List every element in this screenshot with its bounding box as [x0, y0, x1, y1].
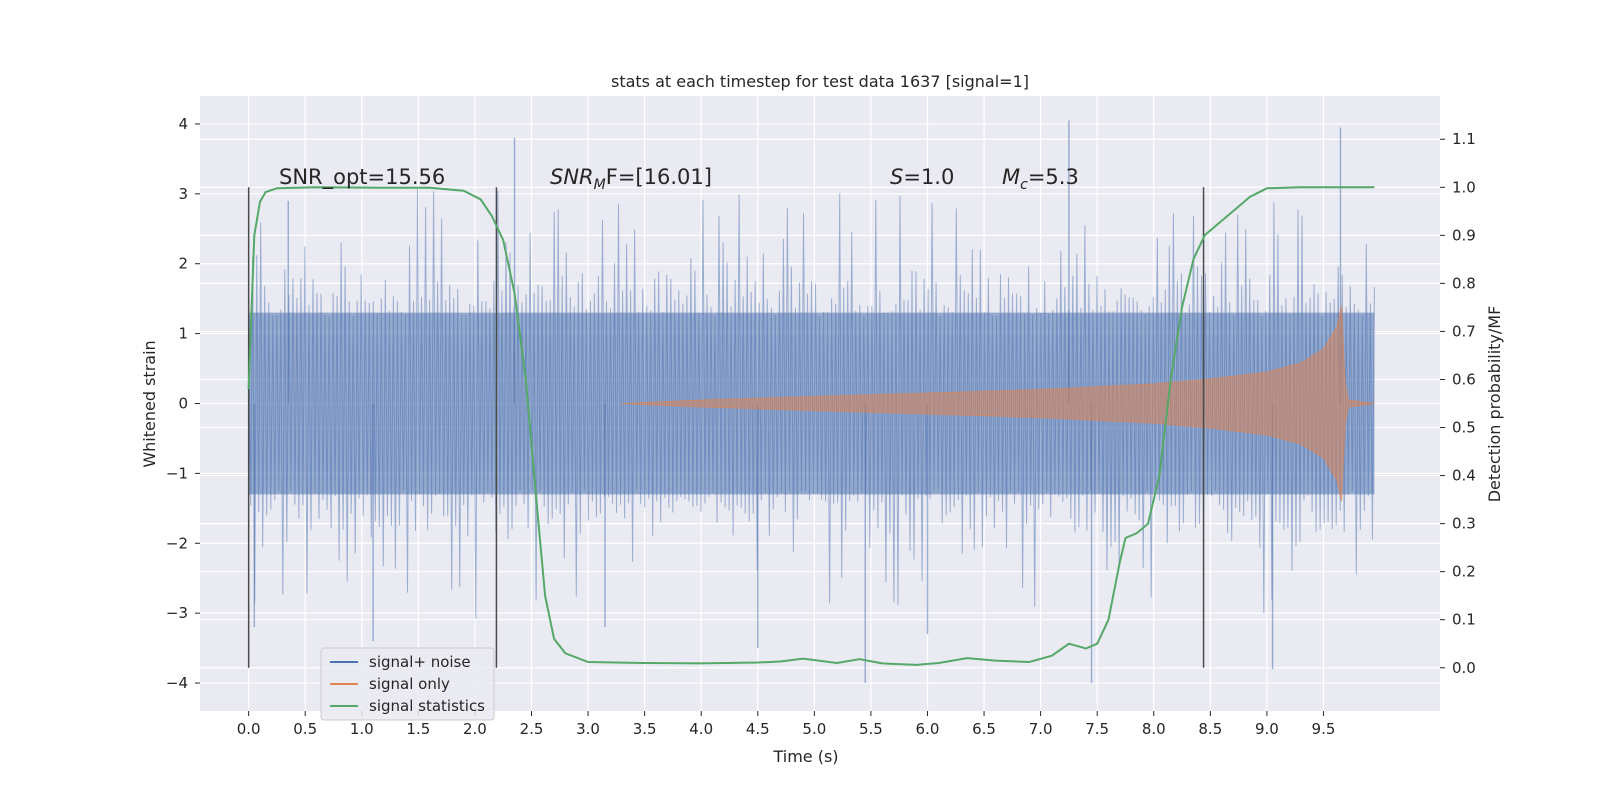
annotation-s-rest: =1.0	[903, 165, 954, 189]
y2-tick-label: 0.0	[1452, 659, 1476, 677]
x-tick-label: 7.5	[1085, 720, 1109, 738]
x-axis-label: Time (s)	[772, 747, 838, 766]
annotation-mc: Mc=5.3	[1002, 165, 1079, 193]
y-tick-label: −3	[166, 604, 188, 622]
x-tick-label: 1.5	[406, 720, 430, 738]
vertical-lines-layer	[247, 187, 1205, 668]
y2-tick-label: 0.4	[1452, 467, 1476, 485]
y-tick-label: 2	[178, 255, 188, 273]
annotation-s: S=1.0	[890, 165, 954, 189]
signal-series-layer	[621, 305, 1375, 502]
y-tick-label: −2	[166, 534, 188, 552]
x-tick-label: 4.0	[689, 720, 713, 738]
y-tick-label: 3	[178, 185, 188, 203]
annotation-snr-opt: SNR_opt=15.56	[279, 165, 445, 190]
legend: signal+ noise signal only signal statist…	[320, 647, 495, 721]
x-tick-label: 3.0	[576, 720, 600, 738]
signal-envelope	[621, 305, 1375, 502]
x-tick-label: 4.5	[746, 720, 770, 738]
x-tick-label: 7.0	[1029, 720, 1053, 738]
x-tick-label: 9.5	[1312, 720, 1336, 738]
y-tick-label: 1	[178, 325, 188, 343]
x-tick-label: 3.5	[633, 720, 657, 738]
annotation-snr-mf-rest: F=[16.01]	[606, 165, 712, 189]
tick-layer: 0.0 0.5 1.0 1.5 2.0 2.5 3.0 3.5 4.0 4.5 5.0 5.5 6.0 6…	[166, 115, 1476, 738]
noise-trace	[248, 188, 1375, 619]
y-tick-label: −1	[166, 464, 188, 482]
annotation-snr-mf: SNRMF=[16.01]	[550, 165, 712, 193]
legend-label-stat: signal statistics	[369, 697, 485, 715]
x-tick-label: 6.0	[916, 720, 940, 738]
y2-tick-label: 1.0	[1452, 178, 1476, 196]
x-tick-label: 5.5	[859, 720, 883, 738]
x-tick-label: 0.0	[237, 720, 261, 738]
y-tick-label: −4	[166, 674, 188, 692]
y2-tick-label: 0.8	[1452, 274, 1476, 292]
x-tick-label: 9.0	[1255, 720, 1279, 738]
y-axis-label: Whitened strain	[140, 340, 159, 467]
x-tick-label: 5.0	[802, 720, 826, 738]
y2-tick-label: 0.9	[1452, 226, 1476, 244]
x-tick-label: 6.5	[972, 720, 996, 738]
x-tick-label: 8.0	[1142, 720, 1166, 738]
statistics-series-layer	[247, 186, 1375, 666]
y-tick-label: 4	[178, 115, 188, 133]
x-tick-label: 0.5	[293, 720, 317, 738]
y2-axis-label: Detection probability/MF	[1485, 306, 1504, 503]
y2-tick-label: 0.3	[1452, 515, 1476, 533]
chart-title: stats at each timestep for test data 163…	[611, 72, 1029, 91]
y2-tick-label: 0.2	[1452, 563, 1476, 581]
y2-tick-label: 0.6	[1452, 370, 1476, 388]
annotation-mc-main: M	[1002, 165, 1020, 189]
y2-tick-label: 0.7	[1452, 322, 1476, 340]
legend-label-noise: signal+ noise	[369, 653, 471, 671]
x-tick-label: 1.0	[350, 720, 374, 738]
y2-tick-label: 0.1	[1452, 611, 1476, 629]
annotation-snr-mf-sub: M	[594, 177, 606, 193]
y2-tick-label: 0.5	[1452, 419, 1476, 437]
x-tick-label: 2.5	[520, 720, 544, 738]
y2-tick-label: 1.1	[1452, 130, 1476, 148]
annotation-snr-mf-main: SNR	[550, 165, 594, 189]
annotation-mc-rest: =5.3	[1028, 165, 1079, 189]
legend-box	[320, 647, 495, 721]
x-tick-label: 2.0	[463, 720, 487, 738]
y-tick-label: 0	[178, 395, 188, 413]
annotation-mc-sub: c	[1020, 177, 1028, 193]
x-tick-label: 8.5	[1198, 720, 1222, 738]
annotation-s-main: S	[890, 165, 903, 189]
statistics-line	[247, 186, 1375, 666]
legend-label-signal: signal only	[369, 675, 450, 693]
